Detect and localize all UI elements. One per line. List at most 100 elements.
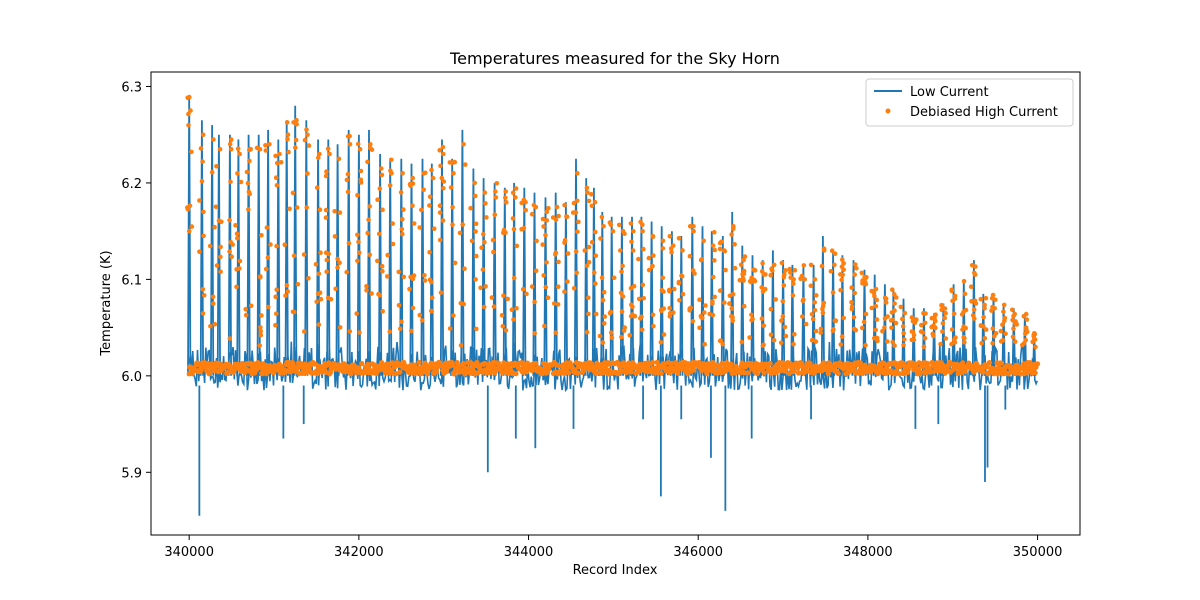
high-current-spike-point: [274, 311, 279, 317]
high-current-spike-point: [529, 211, 535, 217]
high-current-spike-point: [873, 286, 879, 292]
high-current-spike-point: [599, 214, 605, 220]
high-current-spike-point: [277, 151, 282, 157]
high-current-spike-point: [582, 248, 588, 253]
high-current-spike-point: [859, 270, 865, 276]
high-current-spike-point: [273, 294, 279, 300]
high-current-spike-point: [354, 311, 360, 316]
high-current-spike-point: [554, 204, 560, 210]
high-current-spike-point: [214, 263, 220, 268]
high-current-spike-point: [814, 293, 819, 298]
y-tick-label: 6.3: [121, 80, 142, 95]
high-current-spike-point: [345, 189, 351, 195]
high-current-spike-point: [457, 230, 463, 236]
high-current-spike-point: [813, 328, 819, 334]
high-current-point: [986, 360, 993, 366]
high-current-spike-point: [627, 332, 633, 338]
high-current-spike-point: [273, 153, 278, 159]
high-current-spike-point: [892, 343, 897, 349]
high-current-spike-point: [478, 285, 483, 291]
high-current-spike-point: [317, 290, 323, 296]
high-current-spike-point: [717, 246, 723, 252]
high-current-spike-point: [687, 224, 693, 229]
high-current-spike-point: [316, 322, 322, 327]
high-current-spike-point: [990, 340, 995, 346]
high-current-spike-point: [781, 283, 787, 288]
high-current-spike-point: [187, 94, 192, 100]
high-current-spike-point: [429, 167, 434, 173]
high-current-spike-point: [812, 277, 818, 282]
plot-area: [185, 94, 1041, 516]
high-current-spike-point: [574, 270, 579, 276]
high-current-spike-point: [962, 339, 967, 345]
high-current-spike-point: [575, 171, 580, 176]
high-current-spike-point: [422, 273, 427, 278]
low-current-spike: [831, 250, 836, 376]
high-current-spike-point: [780, 299, 786, 304]
low-current-spike: [481, 178, 486, 376]
high-current-spike-point: [768, 332, 774, 338]
high-current-spike-point: [325, 146, 331, 152]
high-current-point: [348, 371, 354, 377]
high-current-spike-point: [828, 269, 834, 274]
high-current-spike-point: [741, 303, 747, 309]
high-current-spike-point: [707, 311, 712, 317]
high-current-spike-point: [731, 224, 736, 229]
high-current-spike-point: [890, 287, 895, 293]
high-current-spike-point: [1020, 342, 1025, 348]
high-current-spike-point: [267, 142, 272, 147]
high-current-point: [878, 365, 884, 371]
high-current-spike-point: [611, 275, 617, 281]
high-current-spike-point: [872, 335, 877, 341]
high-current-spike-point: [390, 241, 396, 247]
high-current-spike-point: [274, 160, 280, 166]
high-current-spike-point: [969, 299, 974, 304]
high-current-spike-point: [441, 151, 446, 157]
high-current-point: [593, 370, 599, 376]
high-current-spike-point: [358, 177, 364, 183]
high-current-spike-point: [901, 330, 906, 336]
high-current-spike-point: [421, 171, 427, 176]
high-current-spike-point: [963, 307, 969, 313]
low-current-spike: [851, 260, 856, 376]
high-current-point: [314, 371, 321, 377]
high-current-point: [825, 371, 831, 377]
high-current-spike-point: [593, 229, 598, 235]
legend-box: [865, 78, 1074, 127]
high-current-spike-point: [247, 146, 253, 152]
high-current-spike-point: [427, 203, 432, 208]
high-current-spike-point: [282, 242, 288, 247]
high-current-spike-point: [894, 295, 899, 300]
high-current-spike-point: [479, 245, 484, 250]
high-current-spike-point: [982, 306, 987, 311]
high-current-point: [416, 359, 422, 365]
high-current-spike-point: [553, 252, 558, 257]
high-current-spike-point: [863, 281, 869, 287]
high-current-spike-point: [428, 308, 434, 314]
high-current-spike-point: [344, 177, 350, 183]
low-current-spike: [304, 120, 309, 376]
high-current-spike-point: [900, 316, 905, 322]
high-current-spike-point: [741, 257, 746, 263]
low-current-spike: [921, 308, 926, 376]
high-current-spike-point: [978, 323, 984, 329]
high-current-point: [424, 371, 430, 377]
high-current-point: [499, 370, 505, 376]
high-current-spike-point: [703, 303, 708, 308]
high-current-spike-point: [258, 332, 264, 338]
high-current-spike-point: [227, 249, 232, 254]
high-current-spike-point: [347, 142, 353, 147]
high-current-spike-point: [257, 146, 263, 152]
high-current-spike-point: [472, 180, 478, 186]
high-current-point: [791, 368, 797, 374]
high-current-spike-point: [778, 340, 784, 346]
high-current-spike-point: [586, 295, 591, 301]
high-current-spike-point: [667, 314, 673, 319]
high-current-spike-point: [490, 237, 496, 243]
high-current-spike-point: [629, 239, 634, 245]
high-current-spike-point: [387, 329, 393, 335]
high-current-spike-point: [199, 178, 205, 184]
low-current-spike: [882, 284, 887, 376]
high-current-spike-point: [759, 285, 764, 290]
high-current-spike-point: [589, 203, 595, 209]
